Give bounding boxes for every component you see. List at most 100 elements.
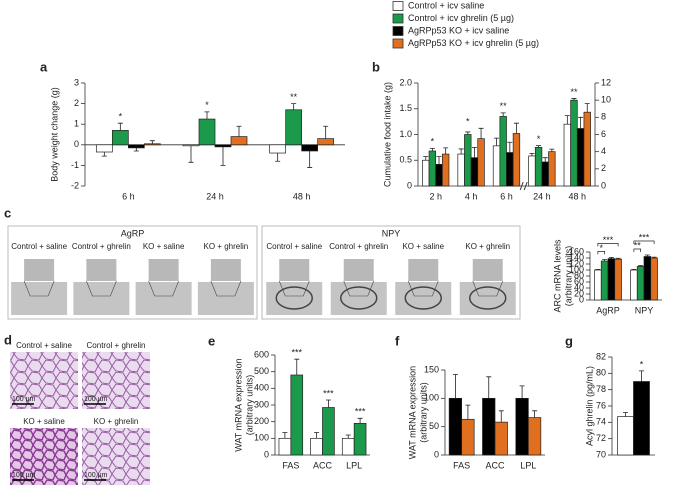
x-tick-label: FAS — [453, 460, 470, 470]
x-tick-label: LPL — [520, 460, 536, 470]
error-bar — [571, 98, 577, 101]
error-bar — [423, 156, 429, 161]
bar — [534, 147, 543, 187]
sig-label: ** — [500, 101, 508, 111]
x-tick-label: 6 h — [500, 191, 513, 201]
image-label: KO + ghrelin — [465, 242, 510, 251]
bar — [457, 153, 465, 187]
bar — [650, 257, 658, 301]
y-tick-label: 300 — [254, 399, 269, 409]
bar — [470, 157, 479, 187]
x-tick-label: AgRP — [596, 305, 620, 315]
bar — [541, 161, 549, 187]
bar — [506, 152, 514, 187]
error-bar — [188, 145, 194, 163]
y-tick-label: 160 — [569, 246, 584, 256]
y-axis-label: (arbitrary units) — [244, 375, 254, 436]
image-title: NPY — [382, 228, 401, 238]
error-bar — [578, 116, 584, 129]
image-label: Control + saline — [11, 242, 67, 251]
bar — [285, 109, 303, 146]
error-bar — [307, 150, 313, 168]
y-tick-label: 0 — [434, 449, 439, 459]
error-bar — [436, 156, 442, 165]
bar — [127, 144, 145, 149]
error-bar — [429, 148, 435, 151]
bar — [290, 374, 304, 456]
bar — [322, 407, 335, 456]
error-bar — [498, 410, 504, 423]
bar — [563, 123, 572, 187]
bar — [310, 437, 323, 456]
sig-label: * — [537, 134, 541, 144]
bar — [630, 269, 638, 301]
bar — [527, 417, 542, 456]
legend-label: Control + icv saline — [408, 0, 484, 10]
bar — [492, 145, 501, 187]
histology-image — [10, 428, 78, 485]
error-bar — [325, 399, 331, 408]
error-bar — [542, 157, 548, 162]
error-bar — [345, 434, 351, 439]
error-bar — [644, 254, 650, 257]
sig-bracket — [633, 248, 641, 252]
bar — [111, 130, 129, 146]
bar — [499, 116, 507, 187]
scale-label: 100 µm — [12, 396, 36, 403]
legend-label: Control + icv ghrelin (5 µg) — [408, 13, 514, 23]
legend-swatch — [392, 13, 404, 24]
x-tick-label: LPL — [346, 460, 362, 470]
error-bar — [615, 257, 621, 260]
y-tick-label: 100 — [569, 264, 584, 274]
error-bar — [631, 269, 637, 270]
error-bar — [584, 103, 590, 113]
sig-label: * — [119, 112, 123, 122]
error-bar — [651, 256, 657, 258]
bar — [428, 150, 437, 187]
scale-label: 100 µm — [12, 472, 36, 479]
y-tick-label: 50 — [429, 421, 439, 431]
bar — [576, 128, 585, 187]
sig-label: * — [205, 100, 209, 110]
panel-label: g — [565, 333, 573, 348]
panel-label: c — [4, 205, 11, 220]
y-tick-label: -2 — [71, 180, 79, 190]
sig-label: *** — [355, 407, 366, 417]
y-axis-label: WAT mRNA expression — [233, 358, 243, 451]
error-bar — [443, 147, 449, 155]
y-tick-label: 0 — [407, 180, 412, 190]
y-axis-label: (arbitrary units) — [418, 382, 428, 443]
error-bar — [149, 140, 155, 144]
bar — [512, 133, 521, 187]
error-bar — [623, 412, 628, 417]
image-label: Control + ghrelin — [72, 242, 131, 251]
scale-label: 100 µm — [84, 396, 108, 403]
y-tick-label: 1.5 — [399, 103, 412, 113]
y-tick-label: 4 — [601, 146, 606, 156]
image-label: KO + ghrelin — [94, 417, 139, 426]
x-tick-label: 6 h — [122, 191, 135, 201]
legend-label: AgRPp53 KO + icv ghrelin (5 µg) — [408, 38, 539, 48]
sig-label: * — [640, 359, 644, 369]
sig-bracket — [633, 240, 655, 244]
bar — [269, 144, 287, 154]
bar — [448, 397, 463, 456]
error-bar — [458, 148, 464, 155]
y-tick-label: 78 — [596, 384, 606, 394]
sig-label: ** — [290, 92, 298, 102]
bar — [614, 258, 622, 301]
error-bar — [275, 153, 281, 162]
y-tick-label: 500 — [254, 366, 269, 376]
bar — [607, 258, 616, 301]
y-tick-label: 10 — [601, 95, 611, 105]
bar — [643, 256, 652, 301]
legend-swatch — [392, 38, 404, 49]
scale-label: 100 µm — [84, 472, 108, 479]
y-tick-label: 120 — [569, 258, 584, 268]
error-bar — [471, 146, 477, 158]
bar — [600, 260, 609, 301]
bar — [594, 269, 602, 301]
bar — [636, 266, 645, 301]
histology-image — [82, 428, 150, 485]
bar — [422, 159, 430, 187]
